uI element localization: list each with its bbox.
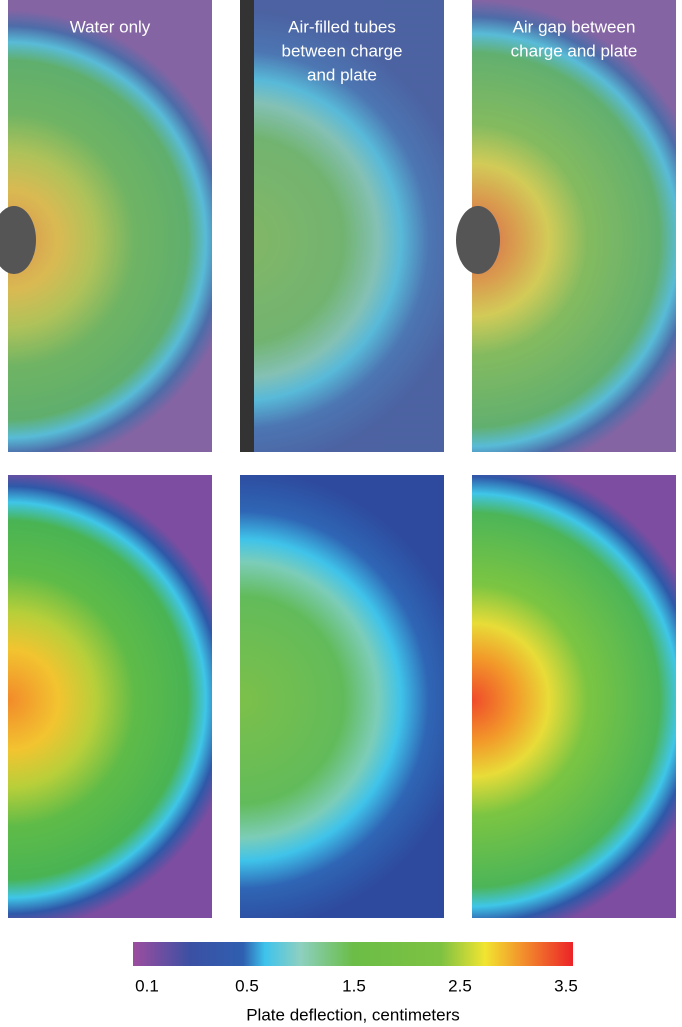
colorbar-tick-label: 1.5 (342, 976, 366, 995)
colorbar-label: Plate deflection, centimeters (246, 1005, 460, 1024)
panel-title: charge and plate (511, 41, 638, 60)
panel-title: and plate (307, 65, 377, 84)
panel-title: Air gap between (513, 17, 636, 36)
tube-strip (240, 0, 254, 452)
figure: Water only Air-filled tubes between charge… (0, 0, 682, 1027)
heatmap (240, 475, 444, 918)
charge-hole (456, 206, 500, 274)
photo-overlay (472, 0, 676, 452)
simulation-panel (8, 475, 212, 918)
photo-overlay (8, 0, 212, 452)
panel-title: between charge (282, 41, 403, 60)
colorbar-tick-label: 2.5 (448, 976, 472, 995)
colorbar-tick-label: 3.5 (554, 976, 578, 995)
heatmap (472, 475, 676, 918)
simulation-panel (240, 475, 444, 918)
colorbar (133, 942, 573, 966)
experiment-panel (456, 0, 676, 452)
page: Water only Air-filled tubes between charge… (0, 0, 682, 1027)
colorbar-tick-label: 0.5 (235, 976, 259, 995)
colorbar-tick-label: 0.1 (135, 976, 159, 995)
experiment-panel (0, 0, 212, 452)
panel-title: Water only (70, 17, 151, 36)
heatmap (8, 475, 212, 918)
panel-title: Air-filled tubes (288, 17, 396, 36)
simulation-panel (472, 475, 676, 918)
